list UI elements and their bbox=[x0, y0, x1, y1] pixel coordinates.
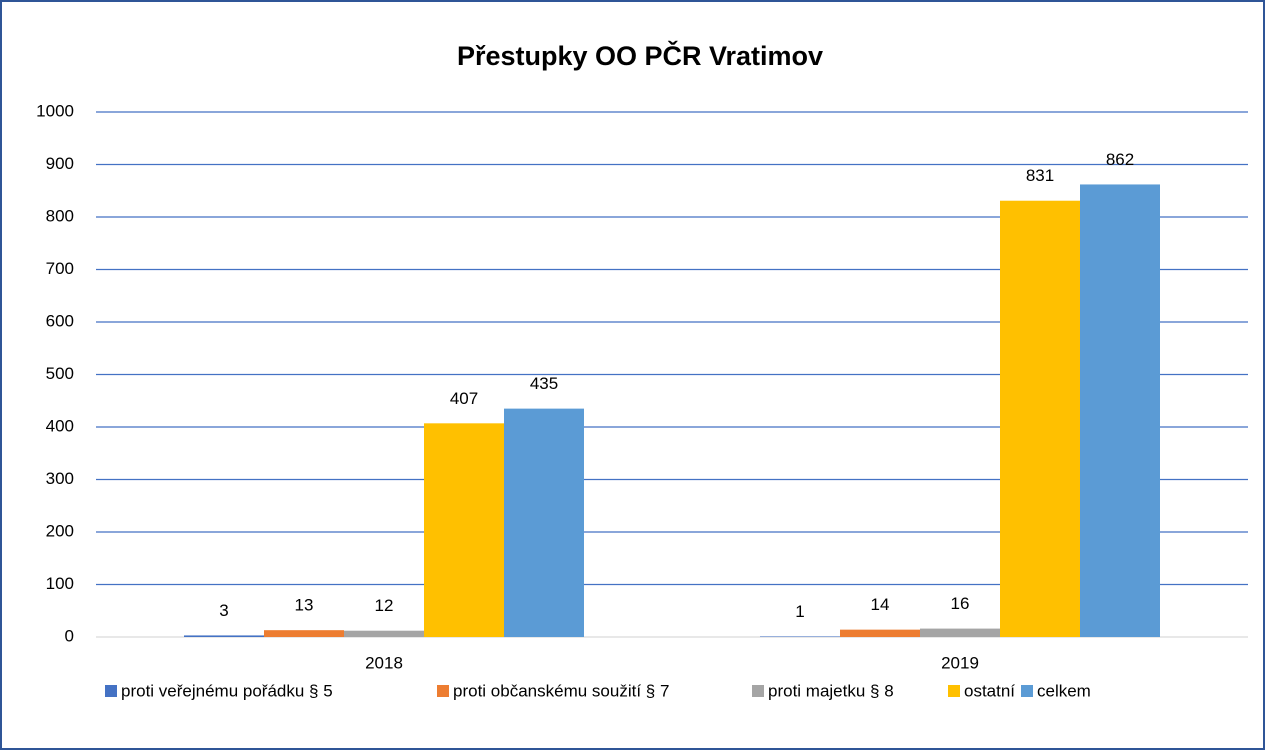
data-label: 407 bbox=[450, 389, 478, 408]
y-tick-label: 900 bbox=[46, 154, 74, 173]
legend-label: ostatní bbox=[964, 681, 1015, 700]
bar bbox=[184, 635, 264, 637]
data-label: 14 bbox=[871, 595, 890, 614]
y-tick-label: 400 bbox=[46, 416, 74, 435]
data-label: 831 bbox=[1026, 166, 1054, 185]
y-tick-label: 1000 bbox=[36, 101, 74, 120]
x-tick-label: 2019 bbox=[941, 653, 979, 672]
data-label: 12 bbox=[375, 596, 394, 615]
data-label: 16 bbox=[951, 594, 970, 613]
y-tick-label: 500 bbox=[46, 364, 74, 383]
data-label: 1 bbox=[795, 602, 804, 621]
bar bbox=[1000, 200, 1080, 637]
data-label: 13 bbox=[295, 596, 314, 615]
bar bbox=[504, 408, 584, 637]
data-label: 435 bbox=[530, 374, 558, 393]
y-tick-label: 800 bbox=[46, 206, 74, 225]
bar bbox=[264, 630, 344, 637]
legend-label: proti veřejnému pořádku § 5 bbox=[121, 681, 333, 700]
legend-label: celkem bbox=[1037, 681, 1091, 700]
bar bbox=[920, 628, 1000, 637]
y-tick-label: 300 bbox=[46, 469, 74, 488]
y-tick-label: 100 bbox=[46, 574, 74, 593]
legend-swatch bbox=[437, 685, 449, 697]
bar bbox=[840, 629, 920, 637]
legend-label: proti majetku § 8 bbox=[768, 681, 894, 700]
data-label: 3 bbox=[219, 601, 228, 620]
chart-title: Přestupky OO PČR Vratimov bbox=[457, 40, 823, 71]
y-tick-label: 700 bbox=[46, 259, 74, 278]
y-tick-label: 600 bbox=[46, 311, 74, 330]
legend-swatch bbox=[1021, 685, 1033, 697]
y-tick-label: 200 bbox=[46, 521, 74, 540]
legend-swatch bbox=[948, 685, 960, 697]
x-tick-label: 2018 bbox=[365, 653, 403, 672]
y-tick-label: 0 bbox=[65, 626, 74, 645]
legend-swatch bbox=[105, 685, 117, 697]
bar bbox=[424, 423, 504, 637]
bar bbox=[344, 630, 424, 637]
legend-swatch bbox=[752, 685, 764, 697]
bar bbox=[1080, 184, 1160, 637]
data-label: 862 bbox=[1106, 150, 1134, 169]
bar bbox=[760, 636, 840, 637]
legend-label: proti občanskému soužití § 7 bbox=[453, 681, 669, 700]
